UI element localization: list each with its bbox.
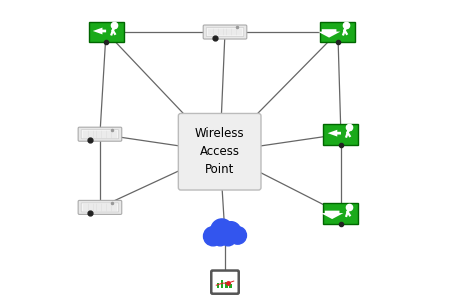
Bar xyxy=(221,280,223,288)
Bar xyxy=(324,124,359,145)
Circle shape xyxy=(229,227,247,244)
FancyBboxPatch shape xyxy=(78,200,122,214)
Circle shape xyxy=(203,227,223,246)
Circle shape xyxy=(221,222,241,242)
FancyBboxPatch shape xyxy=(212,271,239,294)
Bar xyxy=(208,235,242,241)
FancyBboxPatch shape xyxy=(78,127,122,141)
Bar xyxy=(324,203,359,224)
Bar xyxy=(230,284,232,288)
FancyBboxPatch shape xyxy=(81,130,119,139)
Bar xyxy=(217,283,219,288)
FancyBboxPatch shape xyxy=(206,27,244,37)
Bar xyxy=(89,22,124,42)
FancyBboxPatch shape xyxy=(203,25,247,39)
Polygon shape xyxy=(93,27,106,34)
FancyBboxPatch shape xyxy=(81,203,119,212)
Polygon shape xyxy=(328,130,341,137)
Polygon shape xyxy=(321,211,343,219)
Circle shape xyxy=(212,231,228,246)
Bar xyxy=(225,282,228,288)
FancyBboxPatch shape xyxy=(178,113,261,190)
Circle shape xyxy=(211,219,233,241)
Bar xyxy=(320,22,356,42)
Polygon shape xyxy=(318,29,340,38)
Text: Wireless
Access
Point: Wireless Access Point xyxy=(195,127,244,176)
Circle shape xyxy=(220,231,236,246)
